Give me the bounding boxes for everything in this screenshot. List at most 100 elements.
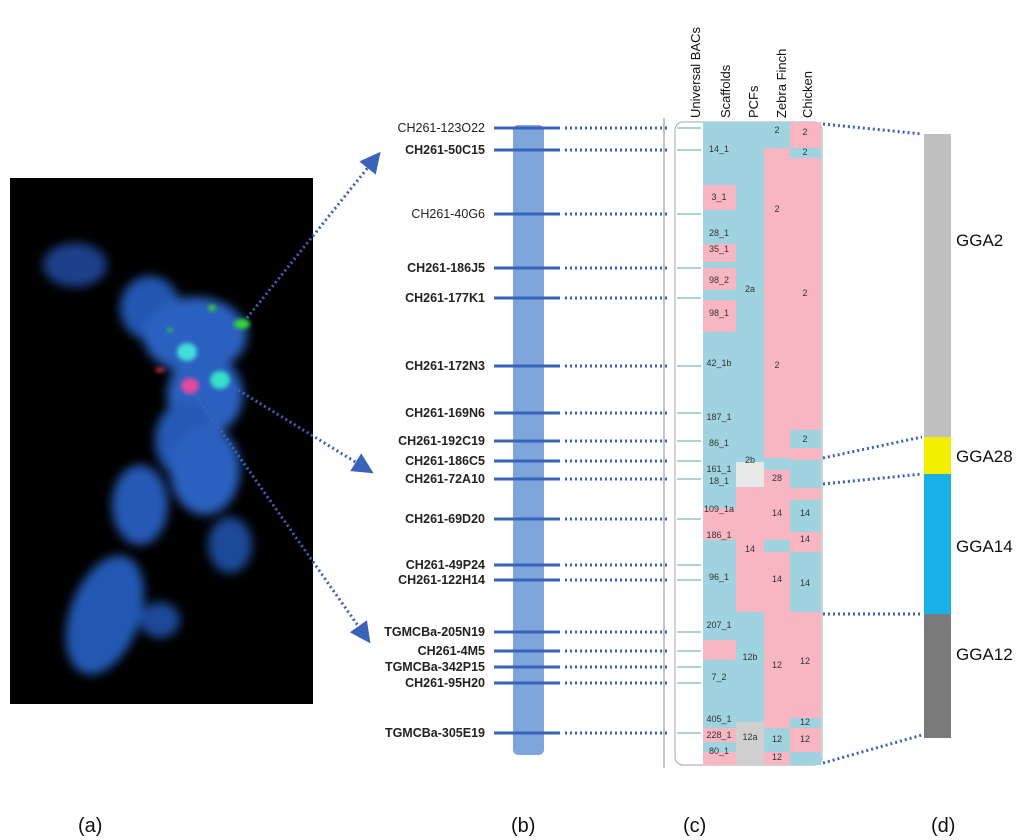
fish-image xyxy=(10,178,313,704)
scaffold-label: 18_1 xyxy=(709,476,729,486)
chicken-label: 14 xyxy=(800,534,810,544)
gga-segment xyxy=(924,474,951,614)
gga-connectors xyxy=(822,122,923,765)
scaffold-label: 405_1 xyxy=(706,714,731,724)
chicken-block xyxy=(790,612,821,718)
column-header-pcfs: PCFs xyxy=(746,85,761,118)
pcf-block xyxy=(736,722,764,765)
scaffold-block xyxy=(703,508,736,540)
bac-label: CH261-186C5 xyxy=(405,454,485,468)
scaffold-label: 98_1 xyxy=(709,308,729,318)
chicken-block xyxy=(790,158,821,430)
bac-label: CH261-95H20 xyxy=(405,676,485,690)
column-headers: Universal BACs Scaffolds PCFs Zebra Finc… xyxy=(688,26,815,118)
scaffold-label: 86_1 xyxy=(709,438,729,448)
scaffold-label: 228_1 xyxy=(706,730,731,740)
zebra-finch-label: 14 xyxy=(772,508,782,518)
bac-label: TGMCBa-305E19 xyxy=(385,726,485,740)
bac-label: CH261-169N6 xyxy=(405,406,485,420)
zebra-finch-block xyxy=(764,612,790,728)
bac-label: TGMCBa-342P15 xyxy=(385,660,485,674)
column-header-universal-bacs: Universal BACs xyxy=(688,26,703,118)
zebra-finch-label: 2 xyxy=(774,125,779,135)
gga-label: GGA12 xyxy=(956,645,1013,664)
bac-label: TGMCBa-205N19 xyxy=(384,625,485,639)
chicken-label: 12 xyxy=(800,734,810,744)
fish-arrows xyxy=(196,151,381,644)
pcf-block xyxy=(736,612,764,722)
bac-label: CH261-177K1 xyxy=(405,291,485,305)
scaffold-label: 98_2 xyxy=(709,275,729,285)
pcf-label: 14 xyxy=(745,544,755,554)
zebra-finch-block xyxy=(764,470,790,488)
gga-segment xyxy=(924,134,951,437)
column-header-chicken: Chicken xyxy=(800,71,815,118)
zebra-finch-block xyxy=(764,122,790,148)
scaffold-label: 80_1 xyxy=(709,746,729,756)
pcf-block xyxy=(736,122,764,462)
scaffold-block xyxy=(703,640,736,660)
bac-label: CH261-122H14 xyxy=(398,573,485,587)
scaffold-label: 109_1a xyxy=(704,504,734,514)
panel-label-c: (c) xyxy=(683,815,706,837)
scaffold-label: 3_1 xyxy=(711,192,726,202)
scaffold-block xyxy=(703,185,736,210)
scaffold-block xyxy=(703,728,736,742)
scaffold-label: 96_1 xyxy=(709,572,729,582)
gga-label: GGA14 xyxy=(956,537,1013,556)
zebra-finch-block xyxy=(764,488,790,540)
panel-labels: (a) (b) (c) (d) xyxy=(78,815,955,837)
chicken-label: 2 xyxy=(802,288,807,298)
zebra-finch-block xyxy=(764,752,790,765)
bac-label: CH261-72A10 xyxy=(405,472,485,486)
pcf-label: 2a xyxy=(745,284,755,294)
bac-label: CH261-40G6 xyxy=(411,207,485,221)
gga-label: GGA2 xyxy=(956,231,1003,250)
zebra-finch-label: 12 xyxy=(772,734,782,744)
zebra-finch-block xyxy=(764,552,790,612)
chicken-block xyxy=(790,532,821,552)
chicken-block xyxy=(790,122,821,148)
pcf-label: 12a xyxy=(742,732,757,742)
gga-segment xyxy=(924,614,951,738)
gga-label: GGA28 xyxy=(956,447,1013,466)
scaffold-label: 42_1b xyxy=(706,358,731,368)
panel-label-b: (b) xyxy=(511,815,535,837)
chicken-block xyxy=(790,430,821,448)
chicken-block xyxy=(790,552,821,612)
chicken-block xyxy=(790,148,821,158)
scaffold-block xyxy=(703,300,736,332)
panel-label-a: (a) xyxy=(78,815,102,837)
chicken-block xyxy=(790,448,821,460)
bac-label: CH261-49P24 xyxy=(406,558,485,572)
chicken-label: 14 xyxy=(800,508,810,518)
scaffold-label: 187_1 xyxy=(706,412,731,422)
bac-label: CH261-192C19 xyxy=(398,434,485,448)
zebra-finch-label: 28 xyxy=(772,473,782,483)
comparative-map-table: 14_1 3_1 28_1 35_1 98_2 98_1 42_1b 187_1 86_1 161… xyxy=(663,118,823,768)
chicken-label: 2 xyxy=(802,147,807,157)
bac-label: CH261-69D20 xyxy=(405,512,485,526)
chicken-label: 14 xyxy=(800,578,810,588)
scaffold-block xyxy=(703,752,736,765)
bac-label: CH261-123O22 xyxy=(397,121,485,135)
column-header-scaffolds: Scaffolds xyxy=(718,64,733,118)
zebra-finch-block xyxy=(764,728,790,752)
chicken-label: 12 xyxy=(800,717,810,727)
scaffold-label: 186_1 xyxy=(706,530,731,540)
scaffold-label: 7_2 xyxy=(711,672,726,682)
bac-label: CH261-4M5 xyxy=(418,644,485,658)
zebra-finch-block xyxy=(764,458,790,470)
pcf-label: 2b xyxy=(745,455,755,465)
panel-label-d: (d) xyxy=(931,815,955,837)
zebra-finch-label: 14 xyxy=(772,574,782,584)
scaffold-label: 35_1 xyxy=(709,244,729,254)
chicken-block xyxy=(790,460,821,488)
scaffold-label: 28_1 xyxy=(709,228,729,238)
chicken-block xyxy=(790,752,821,765)
zebra-finch-label: 12 xyxy=(772,752,782,762)
bac-label: CH261-50C15 xyxy=(405,143,485,157)
chicken-label: 2 xyxy=(802,434,807,444)
pcf-block xyxy=(736,462,764,487)
